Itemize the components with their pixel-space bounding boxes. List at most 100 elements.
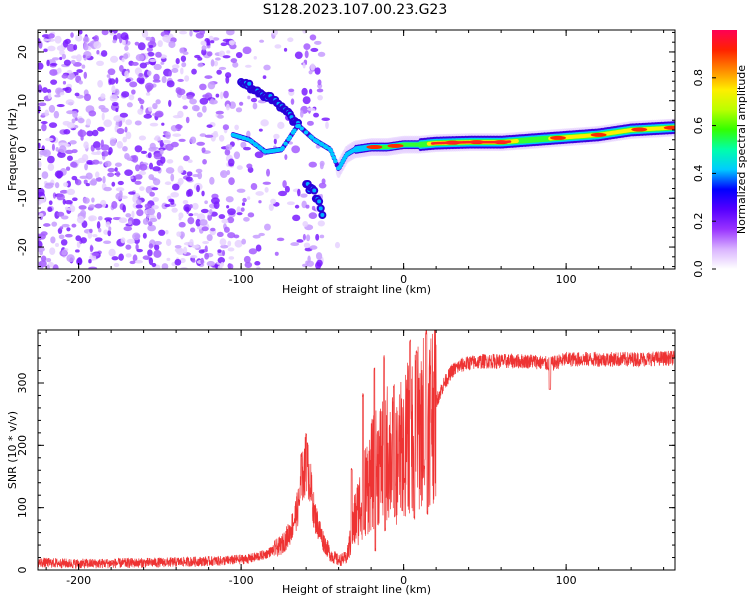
noise-speckle	[220, 261, 224, 267]
noise-speckle	[38, 40, 43, 49]
noise-speckle	[334, 241, 341, 249]
noise-speckle	[103, 186, 112, 192]
noise-speckle	[248, 248, 258, 255]
noise-speckle	[195, 168, 203, 174]
noise-speckle	[246, 130, 251, 138]
noise-speckle	[325, 121, 329, 129]
noise-speckle	[79, 175, 89, 179]
noise-speckle	[221, 218, 229, 224]
noise-speckle	[122, 136, 128, 143]
noise-speckle	[321, 117, 331, 121]
noise-speckle	[46, 59, 50, 67]
noise-speckle	[47, 45, 56, 52]
noise-speckle	[236, 206, 241, 214]
noise-speckle	[218, 214, 226, 220]
noise-speckle	[147, 51, 155, 57]
noise-speckle	[218, 134, 225, 142]
noise-speckle	[63, 182, 69, 187]
noise-speckle	[193, 30, 200, 33]
noise-speckle	[260, 119, 269, 127]
noise-speckle	[115, 77, 119, 84]
noise-speckle	[62, 80, 67, 85]
noise-speckle	[171, 207, 178, 213]
noise-speckle	[91, 252, 100, 257]
top-x-tick-label: 100	[556, 273, 577, 286]
noise-speckle	[223, 90, 229, 99]
noise-speckle	[206, 124, 213, 128]
noise-speckle	[164, 181, 172, 186]
noise-speckle	[75, 249, 80, 253]
noise-speckle	[199, 83, 207, 91]
noise-speckle	[138, 135, 147, 141]
noise-speckle	[73, 44, 78, 51]
noise-speckle	[242, 46, 252, 55]
noise-speckle	[187, 216, 195, 225]
noise-speckle	[130, 175, 134, 180]
noise-speckle	[63, 129, 71, 135]
noise-speckle	[63, 59, 71, 66]
snr-line	[38, 330, 675, 569]
noise-speckle	[71, 223, 77, 228]
noise-speckle	[56, 104, 65, 108]
noise-speckle	[219, 238, 227, 246]
noise-speckle	[225, 75, 230, 84]
noise-speckle	[315, 252, 323, 260]
top-y-axis-label: Frequency (Hz)	[6, 108, 19, 191]
noise-speckle	[74, 92, 80, 97]
noise-speckle	[201, 226, 209, 232]
noise-speckle	[69, 140, 77, 145]
noise-speckle	[147, 249, 153, 257]
noise-speckle	[138, 73, 143, 77]
noise-speckle	[38, 142, 41, 149]
noise-speckle	[114, 167, 118, 172]
noise-speckle	[321, 178, 326, 185]
noise-speckle	[177, 177, 184, 185]
noise-speckle	[244, 261, 253, 268]
noise-speckle	[40, 255, 47, 262]
noise-speckle	[309, 34, 317, 41]
noise-speckle	[59, 91, 65, 96]
noise-speckle	[171, 183, 180, 191]
noise-speckle	[174, 247, 183, 253]
noise-speckle	[97, 126, 105, 132]
noise-speckle	[263, 64, 271, 71]
noise-speckle	[58, 234, 65, 240]
noise-speckle	[153, 73, 160, 82]
noise-speckle	[51, 221, 58, 227]
noise-speckle	[78, 205, 87, 210]
ridge-hot	[514, 139, 519, 144]
noise-speckle	[45, 182, 55, 186]
noise-speckle	[98, 215, 103, 221]
noise-speckle	[124, 126, 128, 133]
noise-speckle	[183, 155, 190, 162]
noise-speckle	[318, 182, 327, 189]
noise-speckle	[193, 105, 200, 112]
noise-speckle	[155, 99, 161, 105]
noise-speckle	[225, 144, 233, 151]
noise-speckle	[123, 53, 129, 60]
noise-speckle	[47, 92, 52, 100]
noise-speckle	[206, 51, 213, 57]
noise-speckle	[210, 227, 216, 232]
noise-speckle	[101, 150, 109, 157]
noise-speckle	[195, 32, 204, 39]
noise-speckle	[148, 44, 154, 48]
noise-speckle	[266, 168, 271, 177]
noise-speckle	[96, 60, 104, 66]
noise-speckle	[151, 262, 157, 268]
noise-speckle	[301, 263, 309, 268]
ridge-mid	[296, 123, 302, 128]
noise-speckle	[236, 212, 243, 216]
noise-speckle	[82, 197, 90, 204]
noise-speckle	[264, 187, 269, 193]
noise-speckle	[128, 94, 135, 101]
noise-speckle	[108, 226, 112, 231]
noise-speckle	[236, 165, 243, 170]
noise-speckle	[109, 55, 119, 63]
noise-speckle	[204, 200, 208, 205]
noise-speckle	[81, 220, 88, 229]
noise-speckle	[57, 151, 66, 159]
noise-speckle	[196, 141, 206, 146]
top-x-tick-label: -200	[66, 273, 91, 286]
lower-branch-mark-core	[312, 188, 317, 193]
